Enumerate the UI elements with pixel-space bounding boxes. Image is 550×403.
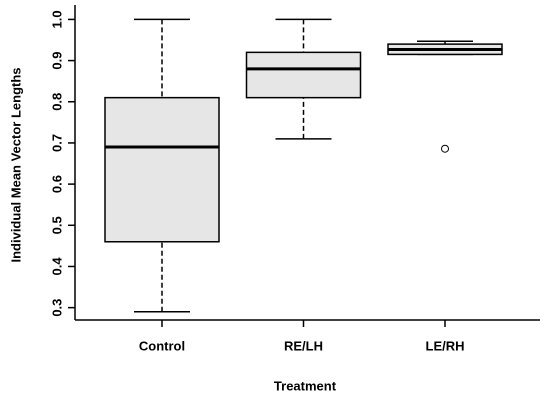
y-axis-label: Individual Mean Vector Lengths: [8, 67, 23, 262]
box: [104, 96, 220, 243]
y-tick-label: 0.5: [49, 216, 64, 234]
x-tick-label: LE/RH: [426, 338, 465, 353]
y-tick-label: 0.8: [49, 93, 64, 111]
outlier: [441, 144, 449, 153]
x-axis-label: Treatment: [274, 378, 337, 393]
y-tick-label: 0.6: [49, 175, 64, 193]
y-tick-label: 0.9: [49, 52, 64, 70]
y-tick-label: 0.7: [49, 134, 64, 152]
y-tick-label: 0.4: [49, 257, 64, 276]
y-tick-label: 1.0: [49, 10, 64, 28]
y-tick-label: 0.3: [49, 299, 64, 317]
x-tick-label: RE/LH: [284, 338, 323, 353]
box: [245, 51, 362, 99]
x-tick-label: Control: [139, 338, 185, 353]
